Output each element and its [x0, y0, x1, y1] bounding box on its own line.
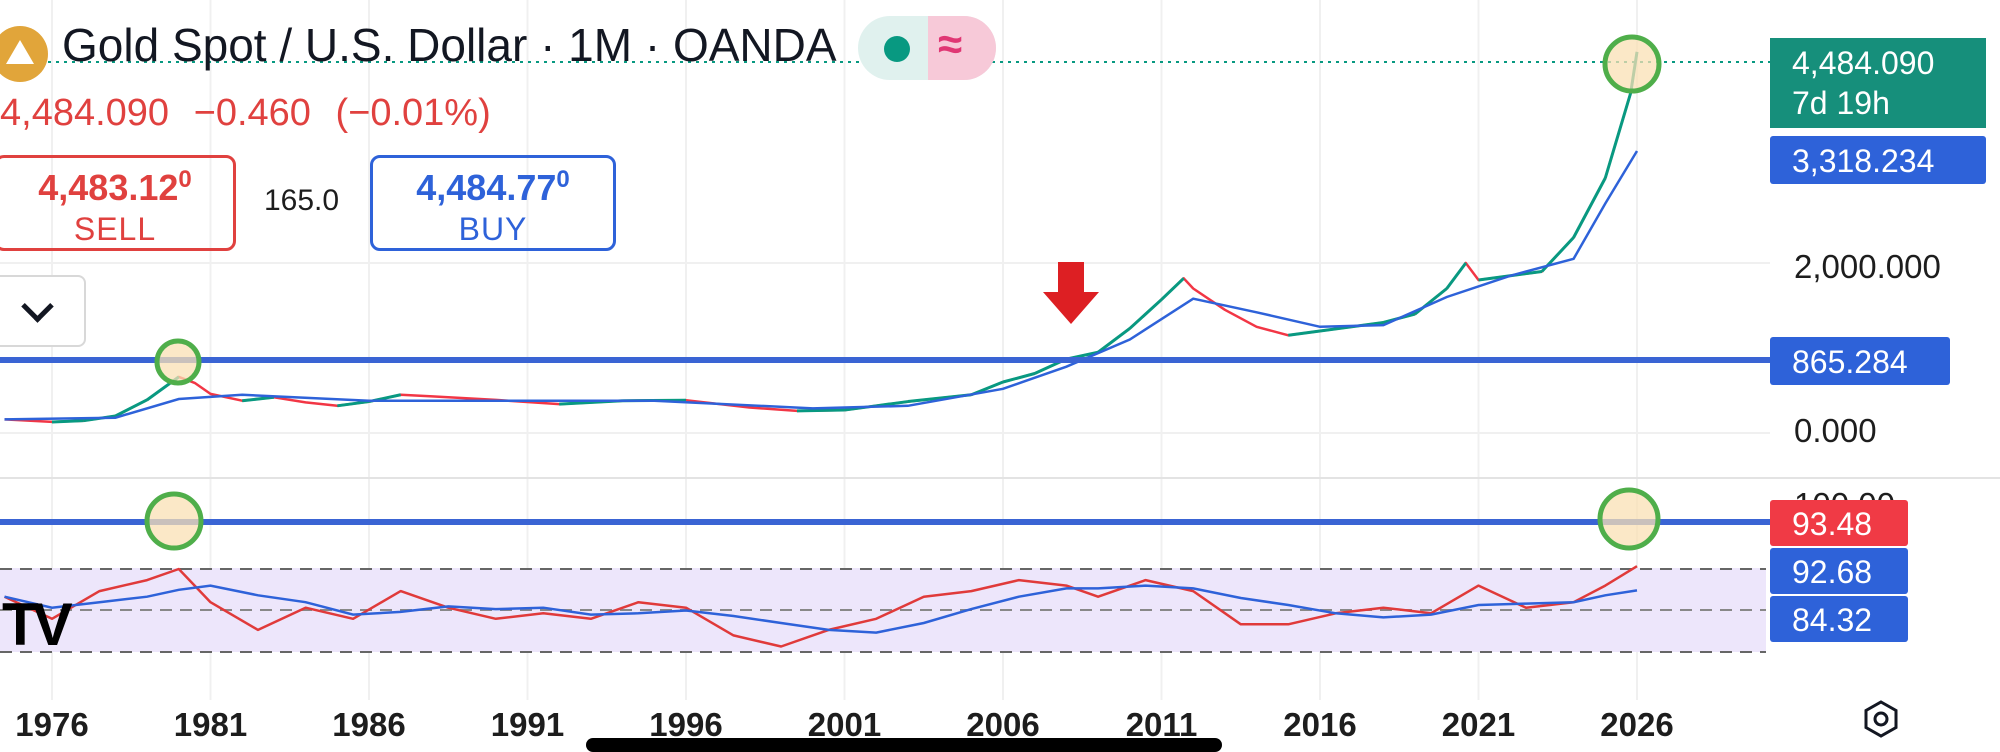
x-tick-1986: 1986: [332, 706, 405, 743]
price-up-segment: [1603, 92, 1633, 179]
highlight-circle-1980-price[interactable]: [154, 338, 202, 386]
indicator-pill-half: [928, 16, 996, 80]
ma-series-line: [4, 150, 1639, 421]
price-up-segment: [1445, 262, 1468, 290]
sell-price: 4,483.120: [38, 166, 192, 208]
price-change: −0.460: [193, 92, 311, 134]
x-tick-1996: 1996: [649, 706, 722, 743]
x-tick-2016: 2016: [1283, 706, 1356, 743]
y-tick-2000: 2,000.000: [1794, 248, 1941, 285]
quote-line: 4,484.090 −0.460 (−0.01%): [0, 92, 505, 135]
price-up-segment: [796, 408, 845, 413]
rsi-value-badge: 93.48: [1770, 500, 1908, 546]
x-tick-1981: 1981: [174, 706, 247, 743]
sell-label: SELL: [73, 211, 157, 247]
settings-hexagon-icon[interactable]: [1862, 700, 1900, 738]
price-up-segment: [337, 400, 370, 408]
collapse-legend-button[interactable]: [0, 275, 86, 347]
last-price-badge: 4,484.090 7d 19h: [1770, 38, 1986, 128]
svg-text:84.32: 84.32: [1792, 602, 1872, 638]
wave-indicator-icon: ≈: [938, 20, 963, 69]
x-axis[interactable]: 1976 1981 1986 1991 1996 2001 2006 2011 2016 2021…: [15, 706, 1673, 743]
x-tick-1976: 1976: [15, 706, 88, 743]
highlight-circle-1980-rsi[interactable]: [144, 491, 204, 551]
spread-value: 165.0: [264, 184, 340, 217]
x-tick-2026: 2026: [1600, 706, 1673, 743]
buy-label: BUY: [458, 211, 528, 247]
rsi-ma-line: [4, 584, 1638, 634]
highlight-circle-2026-rsi[interactable]: [1597, 487, 1661, 551]
price-up-segment: [1319, 325, 1352, 333]
price-up-segment: [51, 419, 84, 424]
price-up-segment: [114, 398, 148, 418]
price-up-segment: [242, 395, 275, 403]
price-up-segment: [907, 396, 940, 404]
price-up-segment: [1572, 177, 1607, 239]
x-tick-1991: 1991: [491, 706, 564, 743]
price-up-segment: [1288, 329, 1321, 337]
svg-text:93.48: 93.48: [1792, 506, 1872, 542]
svg-text:7d 19h: 7d 19h: [1792, 85, 1890, 121]
price-up-segment: [1002, 372, 1036, 384]
last-price: 4,484.090: [0, 92, 170, 134]
price-up-segment: [1097, 327, 1131, 354]
x-tick-2021: 2021: [1442, 706, 1515, 743]
status-pill[interactable]: ≈: [858, 16, 996, 80]
tradingview-logo-icon[interactable]: TV: [2, 591, 73, 658]
x-tick-2006: 2006: [966, 706, 1039, 743]
symbol-title[interactable]: Gold Spot / U.S. Dollar · 1M · OANDA: [62, 19, 837, 71]
svg-text:3,318.234: 3,318.234: [1792, 143, 1934, 179]
price-change-pct: (−0.01%): [335, 92, 491, 134]
ma-badge: 3,318.234: [1770, 136, 1986, 184]
buy-button[interactable]: 4,484.770 BUY: [370, 155, 616, 251]
rsi-level-badge: 84.32: [1770, 596, 1908, 642]
price-up-segment: [1128, 298, 1163, 330]
gold-bars-icon[interactable]: [0, 26, 48, 82]
down-arrow-annotation[interactable]: [1043, 262, 1099, 324]
home-indicator-bar: [586, 738, 1222, 752]
svg-text:4,484.090: 4,484.090: [1792, 45, 1934, 81]
sell-button[interactable]: 4,483.120 SELL: [0, 155, 236, 251]
price-up-segment: [876, 400, 909, 408]
grid: [0, 0, 1770, 700]
buy-price: 4,484.770: [416, 166, 570, 208]
x-tick-2001: 2001: [808, 706, 881, 743]
svg-text:865.284: 865.284: [1792, 344, 1908, 380]
svg-text:92.68: 92.68: [1792, 554, 1872, 590]
price-level-badge: 865.284: [1770, 337, 1950, 385]
price-up-segment: [1160, 277, 1185, 301]
rsi-ma-badge: 92.68: [1770, 548, 1908, 594]
market-open-dot-icon: [884, 36, 910, 62]
x-tick-2011: 2011: [1126, 706, 1198, 743]
highlight-circle-2026-price[interactable]: [1602, 34, 1662, 94]
y-tick-0: 0.000: [1794, 412, 1877, 449]
chevron-down-icon: [21, 290, 54, 323]
